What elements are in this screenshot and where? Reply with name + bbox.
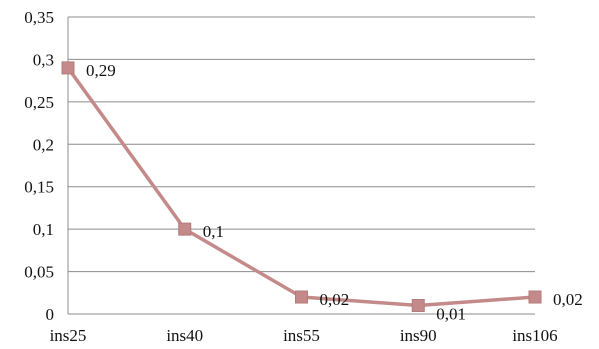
- x-tick-label: ins40: [166, 326, 203, 345]
- data-label: 0,02: [553, 290, 583, 309]
- y-tick-label: 0,05: [24, 263, 54, 282]
- data-point-marker: [178, 222, 192, 236]
- y-tick-label: 0,2: [33, 135, 54, 154]
- data-point-marker: [411, 299, 425, 313]
- y-tick-label: 0,1: [33, 220, 54, 239]
- data-point-marker: [528, 290, 542, 304]
- data-label: 0,29: [86, 61, 116, 80]
- x-tick-label: ins90: [400, 326, 437, 345]
- y-tick-label: 0,35: [24, 8, 54, 27]
- data-point-marker: [295, 290, 308, 304]
- series: [61, 61, 542, 313]
- y-tick-label: 0: [46, 305, 55, 324]
- gridlines: [68, 16, 535, 273]
- data-label: 0,02: [320, 290, 350, 309]
- data-labels: 0,29 0,1 0,02 0,01 0,02: [86, 61, 583, 324]
- y-tick-label: 0,3: [33, 50, 54, 69]
- y-tick-labels: 0 0,05 0,1 0,15 0,2 0,25 0,3 0,35: [24, 8, 54, 324]
- x-tick-label: ins106: [512, 326, 557, 345]
- y-tick-label: 0,25: [24, 93, 54, 112]
- data-point-marker: [61, 61, 75, 75]
- data-label: 0,1: [203, 222, 224, 241]
- x-tick-label: ins25: [50, 326, 87, 345]
- y-tick-label: 0,15: [24, 178, 54, 197]
- data-label: 0,01: [436, 305, 466, 324]
- x-tick-label: ins55: [283, 326, 320, 345]
- x-tick-labels: ins25 ins40 ins55 ins90 ins106: [50, 326, 558, 345]
